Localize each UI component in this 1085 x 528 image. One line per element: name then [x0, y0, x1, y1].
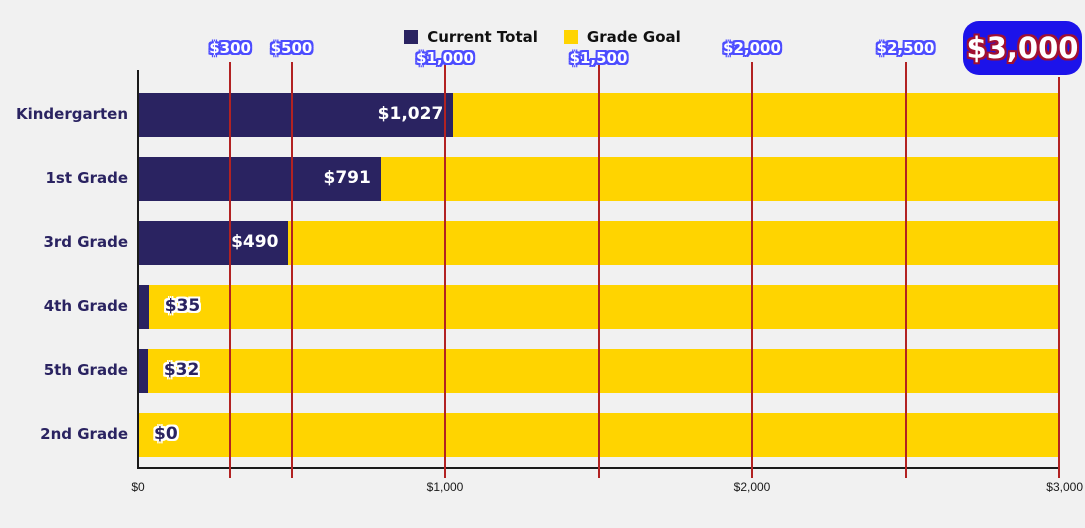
goal-badge: $3,000: [963, 21, 1082, 75]
gridline: [597, 62, 600, 478]
bar-value-label: $1,027: [377, 104, 444, 124]
category-label: 5th Grade: [43, 361, 128, 379]
gridline-label: $2,500: [876, 39, 935, 57]
legend-label: Grade Goal: [586, 28, 681, 46]
x-tick-label: $1,000: [426, 480, 464, 494]
bar-segment-current: [138, 221, 289, 265]
legend-swatch-icon: [563, 30, 578, 44]
gridline-label: $2,000: [723, 39, 781, 57]
bar-value-label: $32: [163, 360, 200, 380]
bar-segment-goal: [380, 157, 1059, 201]
gridline: [290, 62, 293, 478]
bar-segment-current: [138, 93, 454, 137]
bar-value-label: $791: [323, 168, 371, 188]
legend-item: Grade Goal: [563, 28, 681, 46]
bar-value-label: $0: [154, 424, 178, 444]
x-tick-label: $0: [131, 480, 145, 494]
category-label: 4th Grade: [43, 297, 128, 315]
bar-value-label: $490: [231, 232, 279, 252]
gridline: [1058, 77, 1060, 478]
x-tick-label: $3,000: [1046, 480, 1083, 494]
gridline-label: $1,000: [416, 49, 474, 67]
bar-segment-current: [138, 157, 381, 201]
bar-segment-goal: [288, 221, 1059, 265]
gridline: [444, 62, 446, 478]
bar-segment-goal: [148, 285, 1059, 329]
gridline: [904, 62, 907, 478]
goal-badge-label: $3,000: [966, 31, 1079, 65]
bar-value-label: $35: [164, 296, 201, 316]
legend-label: Current Total: [427, 28, 538, 46]
category-label: Kindergarten: [15, 105, 128, 123]
legend-swatch-icon: [404, 30, 419, 44]
x-tick-label: $2,000: [733, 480, 771, 494]
gridline: [229, 62, 232, 478]
category-label: 2nd Grade: [40, 425, 128, 443]
bar-segment-current: [138, 285, 149, 329]
gridline-label: $500: [270, 39, 313, 57]
gridline-label: $1,500: [569, 49, 628, 67]
gridline: [751, 62, 753, 478]
y-axis-line: [137, 70, 139, 468]
legend-item: Current Total: [404, 28, 538, 46]
bar-segment-goal: [147, 349, 1059, 393]
bar-segment-current: [138, 349, 148, 393]
bar-segment-goal: [453, 93, 1059, 137]
category-label: 3rd Grade: [43, 233, 128, 251]
gridline-label: $300: [209, 39, 251, 57]
legend: Current Total Grade Goal: [0, 28, 1085, 46]
category-label: 1st Grade: [45, 169, 129, 187]
